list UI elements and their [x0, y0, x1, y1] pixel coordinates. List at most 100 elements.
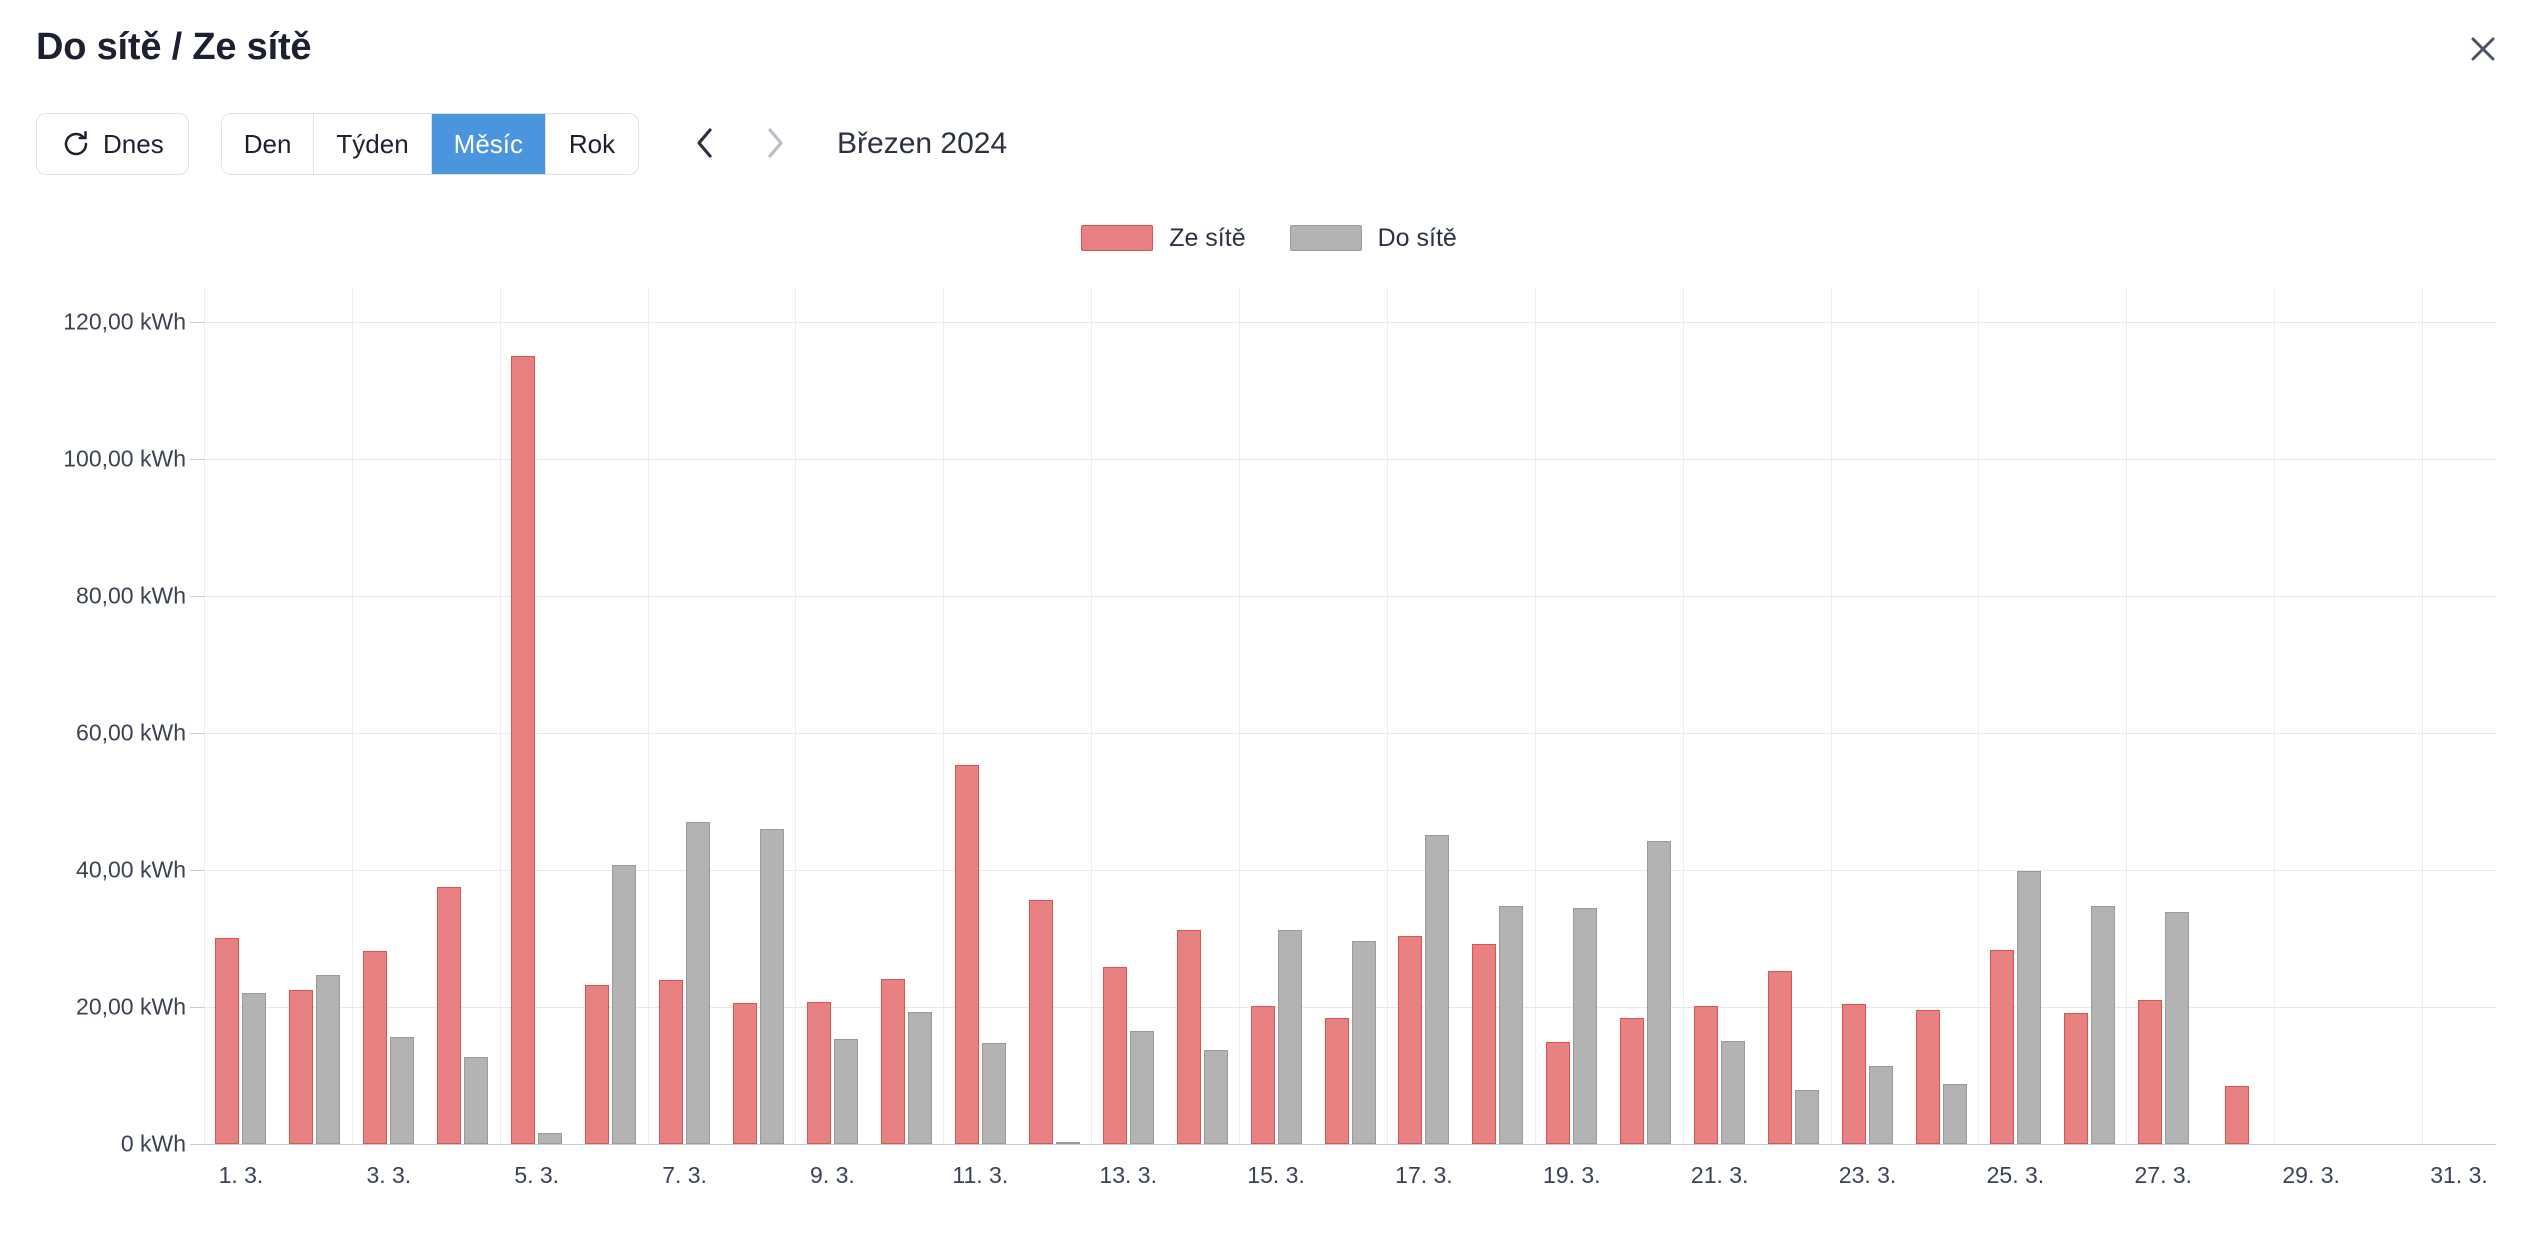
today-button[interactable]: Dnes — [36, 113, 189, 175]
range-option-tyden[interactable]: Týden — [314, 114, 432, 174]
bar-group-day-14[interactable] — [1165, 288, 1239, 1144]
bar-do-site-day-21[interactable] — [1721, 1040, 1746, 1144]
bar-do-site-day-1[interactable] — [242, 993, 267, 1144]
bar-ze-site-day-16[interactable] — [1324, 1018, 1349, 1144]
bar-do-site-day-17[interactable] — [1425, 835, 1450, 1144]
bar-group-day-3[interactable] — [352, 288, 426, 1144]
bar-group-day-21[interactable] — [1683, 288, 1757, 1144]
bar-do-site-day-4[interactable] — [464, 1057, 489, 1144]
bar-ze-site-day-13[interactable] — [1102, 966, 1127, 1144]
bar-do-site-day-11[interactable] — [981, 1043, 1006, 1144]
bar-ze-site-day-14[interactable] — [1176, 929, 1201, 1144]
bar-group-day-9[interactable] — [796, 288, 870, 1144]
bar-ze-site-day-17[interactable] — [1398, 935, 1423, 1144]
bar-do-site-day-9[interactable] — [833, 1038, 858, 1144]
bar-ze-site-day-15[interactable] — [1250, 1006, 1275, 1144]
bar-group-day-8[interactable] — [722, 288, 796, 1144]
vertical-gridline — [2274, 288, 2276, 1144]
bar-group-day-31[interactable] — [2422, 288, 2496, 1144]
bar-do-site-day-25[interactable] — [2016, 870, 2041, 1144]
bar-group-day-25[interactable] — [1979, 288, 2053, 1144]
bar-ze-site-day-2[interactable] — [289, 989, 314, 1144]
bar-ze-site-day-23[interactable] — [1842, 1004, 1867, 1144]
bar-ze-site-day-20[interactable] — [1620, 1018, 1645, 1144]
x-axis-label: 11. 3. — [952, 1162, 1009, 1188]
bar-ze-site-day-3[interactable] — [363, 950, 388, 1144]
bar-do-site-day-8[interactable] — [760, 829, 785, 1144]
bar-do-site-day-19[interactable] — [1573, 908, 1598, 1144]
bar-ze-site-day-1[interactable] — [215, 937, 240, 1144]
bar-do-site-day-22[interactable] — [1795, 1089, 1820, 1144]
legend-item-do-site[interactable]: Do sítě — [1289, 224, 1457, 253]
previous-period-button[interactable] — [683, 118, 727, 170]
bar-do-site-day-26[interactable] — [2090, 906, 2115, 1144]
range-option-rok[interactable]: Rok — [546, 114, 639, 174]
bar-ze-site-day-24[interactable] — [1916, 1009, 1941, 1144]
bar-do-site-day-14[interactable] — [1203, 1050, 1228, 1144]
bar-ze-site-day-27[interactable] — [2137, 1000, 2162, 1144]
legend-item-ze-site[interactable]: Ze sítě — [1081, 224, 1246, 253]
bar-group-day-10[interactable] — [869, 288, 943, 1144]
bar-ze-site-day-9[interactable] — [806, 1001, 831, 1144]
bar-group-day-4[interactable] — [426, 288, 500, 1144]
bar-ze-site-day-25[interactable] — [1989, 949, 2014, 1144]
bar-ze-site-day-28[interactable] — [2225, 1085, 2250, 1144]
bar-do-site-day-7[interactable] — [686, 822, 711, 1144]
bar-do-site-day-20[interactable] — [1647, 841, 1672, 1144]
bar-do-site-day-12[interactable] — [1055, 1142, 1080, 1144]
bar-do-site-day-16[interactable] — [1351, 940, 1376, 1144]
bar-group-day-29[interactable] — [2274, 288, 2348, 1144]
bar-group-day-30[interactable] — [2348, 288, 2422, 1144]
bar-group-day-23[interactable] — [1831, 288, 1905, 1144]
bar-do-site-day-5[interactable] — [538, 1133, 563, 1144]
bar-group-day-18[interactable] — [1461, 288, 1535, 1144]
bar-group-day-24[interactable] — [1905, 288, 1979, 1144]
bar-ze-site-day-26[interactable] — [2063, 1012, 2088, 1144]
bar-group-day-20[interactable] — [1609, 288, 1683, 1144]
bar-ze-site-day-8[interactable] — [733, 1002, 758, 1144]
bar-ze-site-day-6[interactable] — [585, 985, 610, 1144]
bar-ze-site-day-18[interactable] — [1472, 944, 1497, 1144]
bar-do-site-day-10[interactable] — [907, 1011, 932, 1144]
bar-ze-site-day-4[interactable] — [437, 887, 462, 1144]
bar-do-site-day-18[interactable] — [1499, 906, 1524, 1144]
bar-do-site-day-24[interactable] — [1943, 1083, 1968, 1144]
bar-ze-site-day-7[interactable] — [659, 980, 684, 1144]
range-option-mesic[interactable]: Měsíc — [431, 114, 547, 174]
vertical-gridline — [351, 288, 353, 1144]
bar-do-site-day-3[interactable] — [390, 1037, 415, 1144]
bar-group-day-26[interactable] — [2052, 288, 2126, 1144]
bar-ze-site-day-11[interactable] — [954, 765, 979, 1144]
bar-group-day-1[interactable] — [204, 288, 278, 1144]
bar-do-site-day-2[interactable] — [316, 974, 341, 1144]
bar-ze-site-day-21[interactable] — [1694, 1006, 1719, 1144]
bar-do-site-day-13[interactable] — [1129, 1031, 1154, 1144]
bar-do-site-day-15[interactable] — [1277, 930, 1302, 1144]
bar-group-day-17[interactable] — [1387, 288, 1461, 1144]
bar-group-day-28[interactable] — [2200, 288, 2274, 1144]
bar-group-day-16[interactable] — [1313, 288, 1387, 1144]
next-period-button[interactable] — [753, 118, 797, 170]
bar-group-day-12[interactable] — [1017, 288, 1091, 1144]
bar-ze-site-day-22[interactable] — [1768, 970, 1793, 1144]
bar-do-site-day-6[interactable] — [612, 865, 637, 1144]
bar-ze-site-day-19[interactable] — [1546, 1041, 1571, 1144]
close-button[interactable] — [2452, 18, 2514, 80]
bar-group-day-22[interactable] — [1757, 288, 1831, 1144]
bar-group-day-15[interactable] — [1239, 288, 1313, 1144]
bar-group-day-27[interactable] — [2126, 288, 2200, 1144]
bar-do-site-day-23[interactable] — [1869, 1065, 1894, 1144]
bar-group-day-6[interactable] — [574, 288, 648, 1144]
bar-group-day-2[interactable] — [278, 288, 352, 1144]
bar-ze-site-day-10[interactable] — [880, 978, 905, 1144]
bar-group-day-13[interactable] — [1091, 288, 1165, 1144]
bar-group-day-19[interactable] — [1535, 288, 1609, 1144]
bar-ze-site-day-5[interactable] — [511, 356, 536, 1144]
bar-ze-site-day-12[interactable] — [1028, 900, 1053, 1144]
bar-group-day-7[interactable] — [648, 288, 722, 1144]
bar-group-day-5[interactable] — [500, 288, 574, 1144]
bar-group-day-11[interactable] — [943, 288, 1017, 1144]
refresh-icon — [61, 129, 91, 159]
range-option-den[interactable]: Den — [221, 114, 315, 174]
bar-do-site-day-27[interactable] — [2164, 911, 2189, 1144]
